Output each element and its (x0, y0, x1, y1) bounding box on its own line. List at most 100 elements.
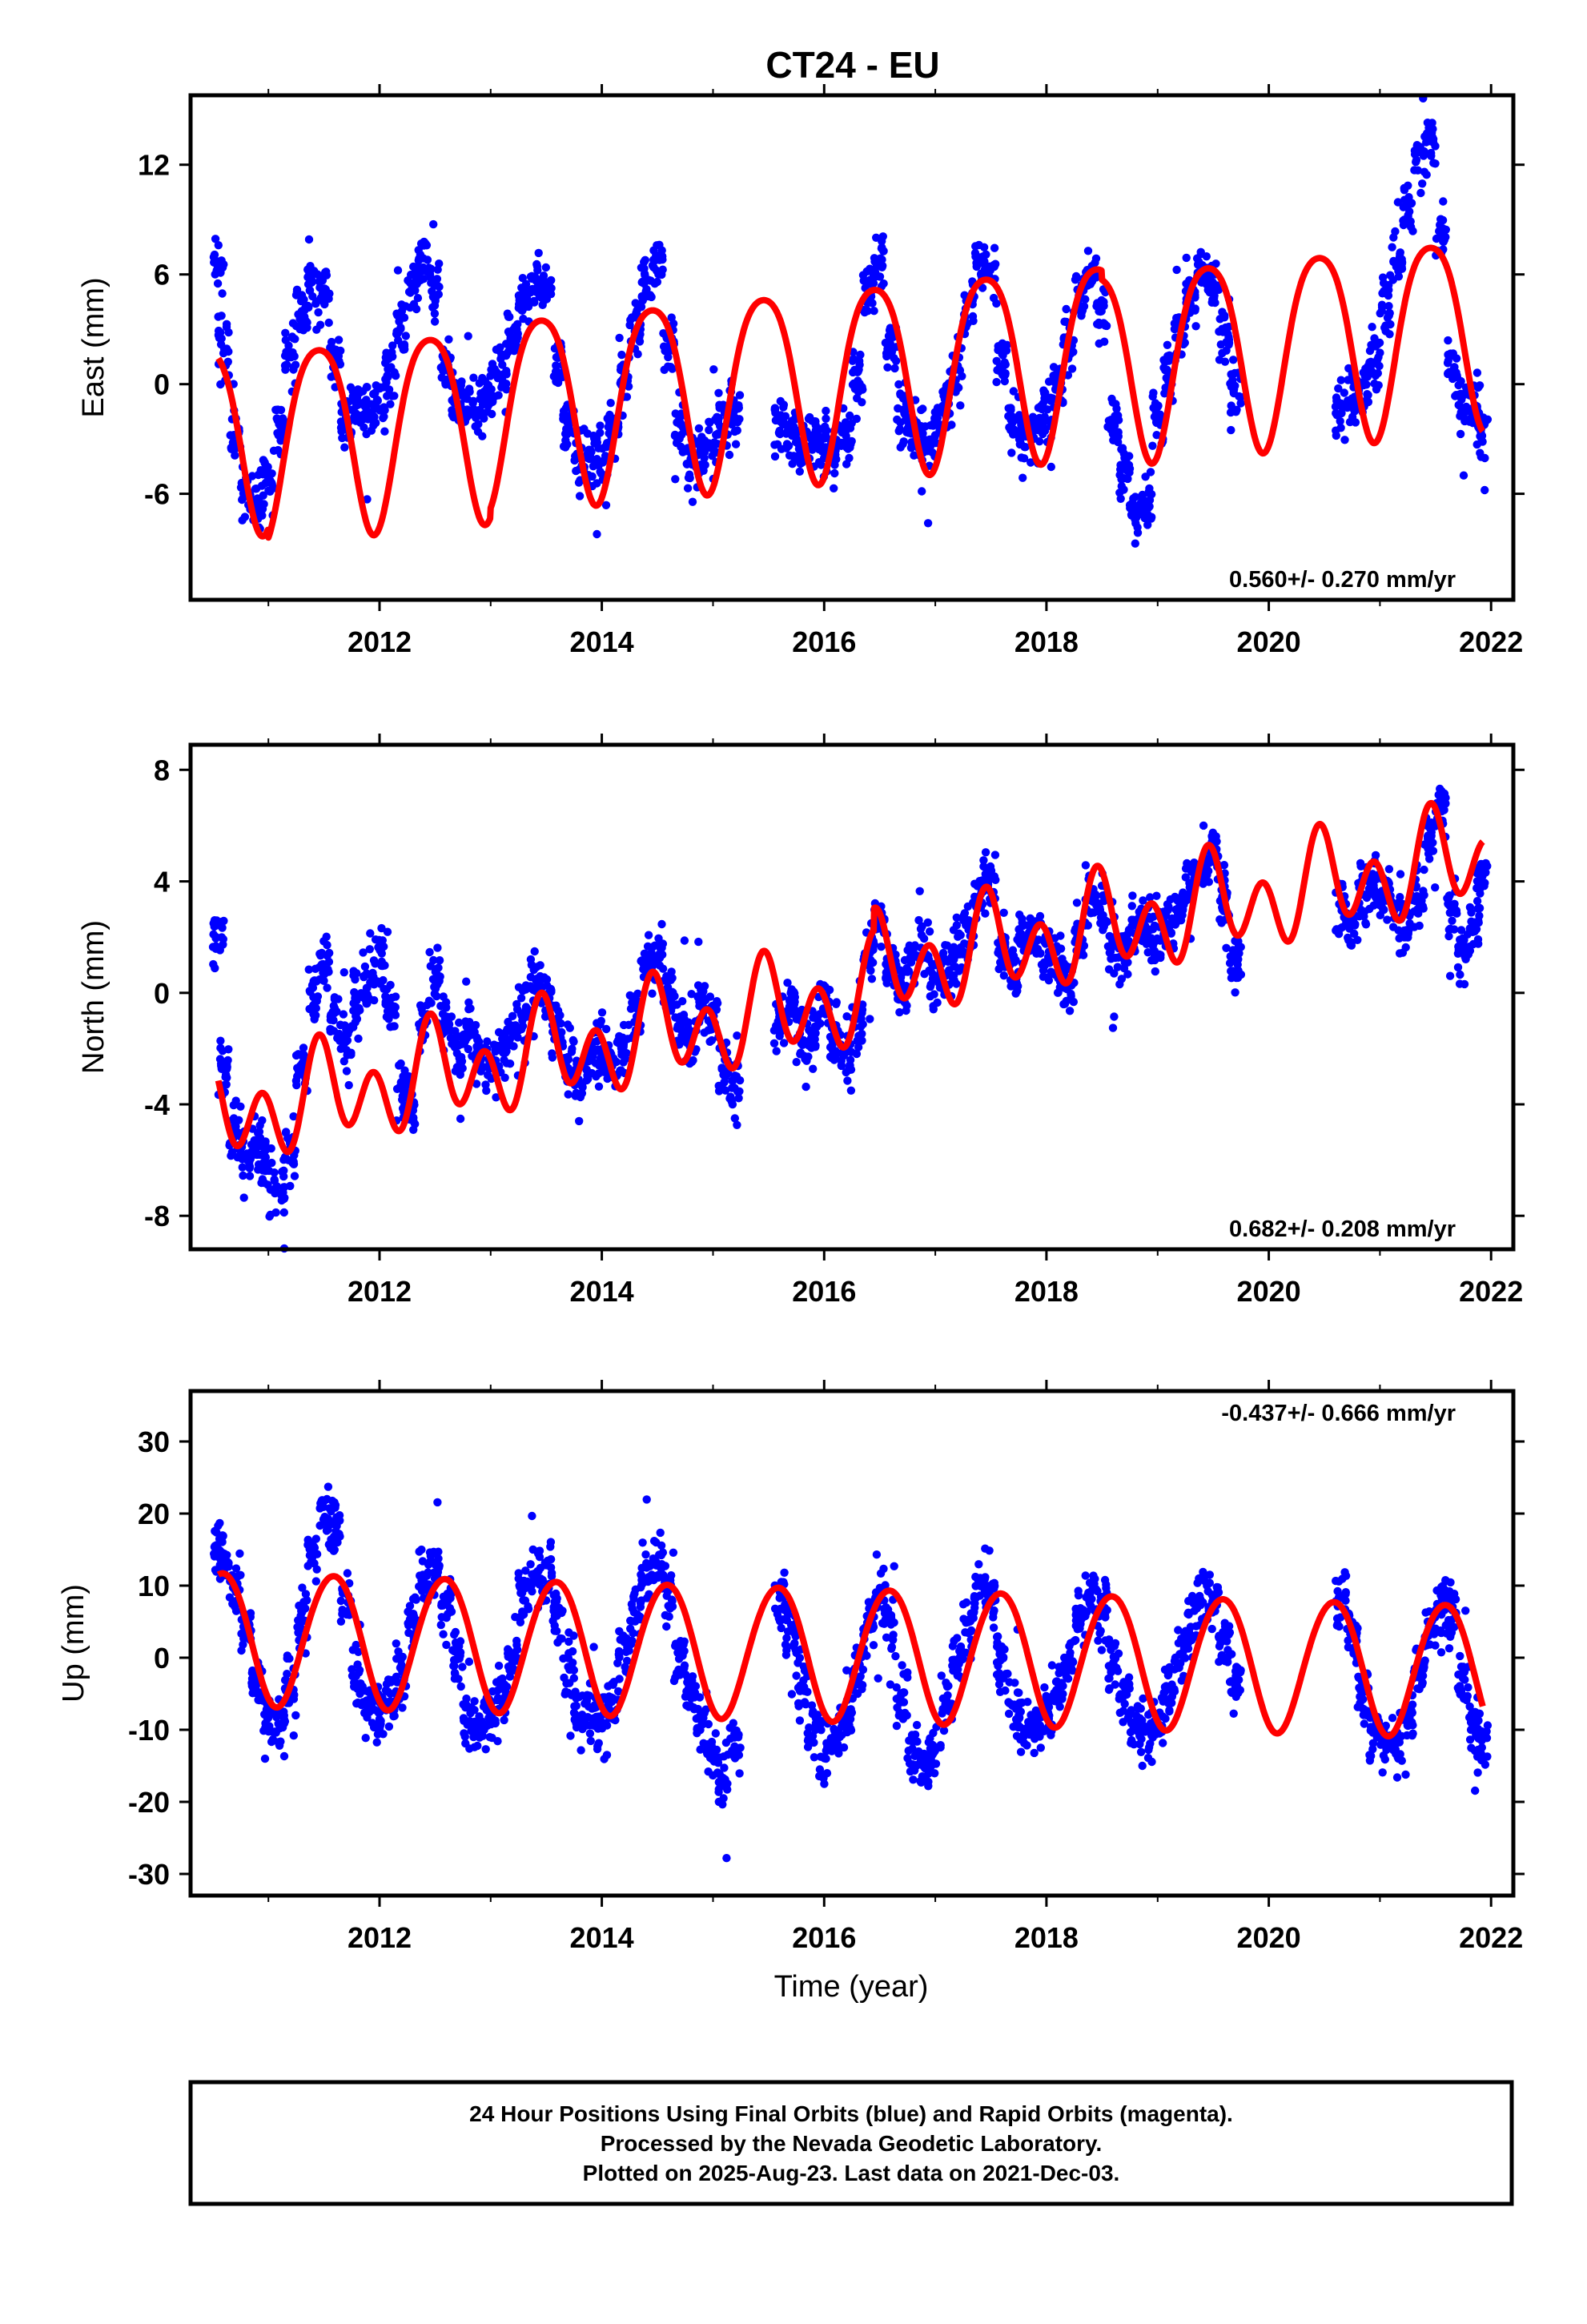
north-data-point (1117, 975, 1127, 983)
north-data-point (1081, 861, 1091, 870)
north-data-point (1471, 921, 1480, 930)
east-data-point (496, 354, 505, 364)
north-data-point (279, 1194, 288, 1204)
east-data-point (1465, 417, 1474, 426)
east-data-point (684, 473, 693, 482)
north-data-point (982, 872, 990, 882)
north-data-point (575, 1116, 584, 1126)
east-data-point (877, 244, 886, 253)
north-data-point (319, 976, 328, 986)
east-y-axis-label: East (mm) (77, 277, 110, 417)
north-data-point (786, 987, 796, 996)
north-data-point (1444, 931, 1453, 941)
east-data-point (1452, 368, 1460, 377)
east-data-point (1101, 321, 1110, 330)
north-data-point (999, 908, 1008, 918)
east-data-point (540, 296, 548, 305)
north-data-point (796, 1050, 805, 1059)
east-data-point (1365, 358, 1374, 367)
north-data-point (526, 972, 535, 982)
east-y-tick-label: -6 (144, 478, 170, 511)
north-data-point (952, 979, 961, 988)
east-data-point (956, 401, 965, 410)
east-data-point (583, 449, 593, 458)
north-data-point (1152, 891, 1161, 900)
up-data-point (343, 1569, 352, 1578)
east-data-point (675, 414, 684, 423)
east-data-point (1412, 141, 1422, 151)
east-data-point (992, 299, 1001, 308)
up-data-point (361, 1734, 370, 1743)
east-data-point (883, 344, 892, 353)
east-data-point (1427, 148, 1436, 158)
east-data-point (1141, 472, 1150, 481)
east-data-point (682, 459, 691, 468)
north-data-point (779, 1039, 789, 1047)
east-data-point (708, 452, 717, 460)
east-data-point (1215, 315, 1224, 324)
east-data-point (292, 287, 302, 296)
east-data-point (1111, 400, 1120, 408)
north-data-point (283, 1133, 292, 1143)
north-data-point (843, 1076, 852, 1085)
north-data-point (395, 1083, 404, 1092)
up-data-point (331, 1501, 340, 1510)
north-data-point (772, 1047, 781, 1055)
north-data-point (810, 1028, 819, 1038)
east-data-point (318, 276, 327, 285)
north-data-point (1174, 895, 1183, 904)
east-data-point (891, 356, 901, 365)
north-data-point (339, 1039, 348, 1047)
up-data-point (335, 1532, 344, 1541)
east-data-point (1163, 365, 1171, 374)
east-data-point (1400, 195, 1409, 204)
east-data-point (1119, 449, 1128, 458)
east-data-point (1422, 171, 1431, 179)
east-data-point (476, 395, 484, 404)
up-data-point (289, 1731, 298, 1740)
east-data-point (1438, 224, 1448, 233)
north-data-point (832, 998, 842, 1007)
east-data-point (433, 265, 442, 274)
east-data-point (1370, 334, 1379, 343)
east-data-point (360, 423, 368, 432)
east-data-point (258, 511, 267, 520)
east-data-point (434, 290, 443, 299)
east-data-point (1384, 302, 1393, 311)
north-data-point (529, 965, 538, 975)
east-y-tick-label: 12 (138, 149, 170, 182)
east-data-point (1100, 337, 1109, 346)
up-data-point (289, 1695, 299, 1703)
east-data-point (849, 355, 858, 364)
east-data-point (541, 263, 550, 272)
east-data-point (304, 235, 314, 244)
east-data-point (218, 289, 227, 298)
east-data-point (1340, 388, 1349, 397)
east-data-point (1143, 504, 1153, 513)
north-data-point (1148, 925, 1158, 934)
east-data-point (870, 307, 878, 316)
east-data-point (926, 442, 935, 451)
east-data-point (261, 478, 270, 488)
east-data-point (606, 399, 615, 408)
east-data-point (513, 329, 522, 338)
east-data-point (1172, 265, 1181, 275)
east-data-point (990, 243, 999, 252)
east-data-point (465, 388, 474, 396)
east-data-point (714, 413, 723, 423)
east-data-point (1444, 336, 1452, 345)
north-data-point (391, 992, 400, 1001)
east-data-point (849, 368, 858, 377)
east-data-point (782, 440, 792, 448)
up-data-point (323, 1482, 333, 1491)
east-data-point (638, 296, 647, 305)
east-data-point (1151, 408, 1161, 416)
east-data-point (575, 492, 585, 501)
north-data-point (483, 1037, 492, 1046)
up-data-point (303, 1540, 312, 1550)
north-data-point (1151, 967, 1160, 976)
east-data-point (1399, 203, 1408, 211)
north-data-point (839, 1051, 849, 1060)
east-data-point (315, 320, 325, 329)
north-data-point (657, 919, 666, 929)
